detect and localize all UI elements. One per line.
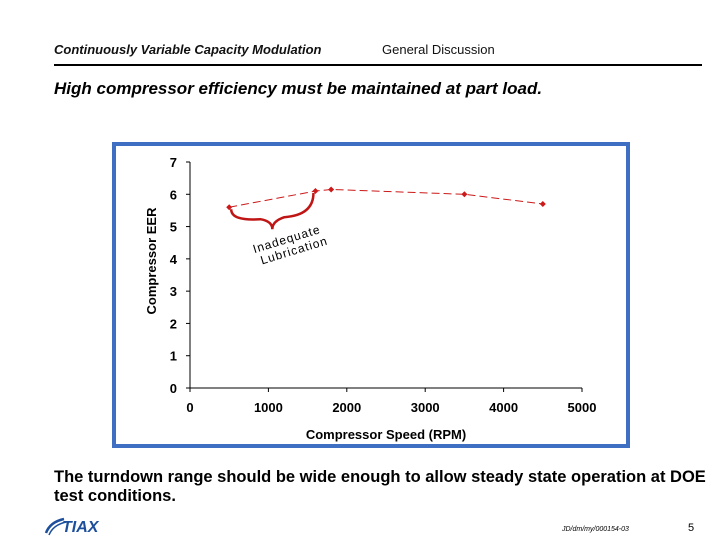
data-point (539, 200, 546, 207)
header-topic: General Discussion (382, 42, 495, 57)
data-point (328, 186, 335, 193)
slide-title: High compressor efficiency must be maint… (54, 79, 543, 98)
x-tick-label: 0 (186, 400, 193, 415)
annotation-brace (229, 192, 315, 230)
y-tick-label: 5 (170, 220, 177, 235)
data-point (226, 204, 233, 211)
header-divider (54, 64, 702, 66)
svg-text:TIAX: TIAX (62, 519, 100, 536)
y-tick-label: 4 (170, 252, 178, 267)
y-tick-label: 6 (170, 187, 177, 202)
document-id: JD/dm/my/000154-03 (562, 526, 629, 533)
x-tick-label: 3000 (411, 400, 440, 415)
series-line (229, 188, 543, 208)
eer-vs-speed-chart: 0 1 2 3 4 5 6 7 0 1000 2000 3000 4000 5000 Inadequat… (144, 155, 597, 442)
y-tick-label: 7 (170, 155, 177, 170)
data-point (461, 191, 468, 198)
page-number: 5 (688, 522, 695, 534)
bottom-statement: The turndown range should be wide enough… (54, 468, 706, 505)
y-tick-label: 3 (170, 284, 177, 299)
x-tick-label: 1000 (254, 400, 283, 415)
header-section-title: Continuously Variable Capacity Modulatio… (54, 42, 322, 57)
company-logo: TIAX (44, 514, 112, 541)
y-tick-label: 0 (170, 381, 177, 396)
y-tick-label: 1 (170, 349, 177, 364)
y-tick-label: 2 (170, 316, 177, 331)
chart-frame: 0 1 2 3 4 5 6 7 0 1000 2000 3000 4000 5000 Inadequat… (112, 142, 630, 448)
tiax-logo-icon: TIAX (44, 517, 100, 536)
x-axis-label: Compressor Speed (RPM) (306, 427, 466, 442)
x-tick-label: 4000 (489, 400, 518, 415)
x-tick-label: 2000 (332, 400, 361, 415)
data-point (312, 188, 319, 195)
y-axis-label: Compressor EER (144, 207, 159, 315)
x-tick-label: 5000 (568, 400, 597, 415)
